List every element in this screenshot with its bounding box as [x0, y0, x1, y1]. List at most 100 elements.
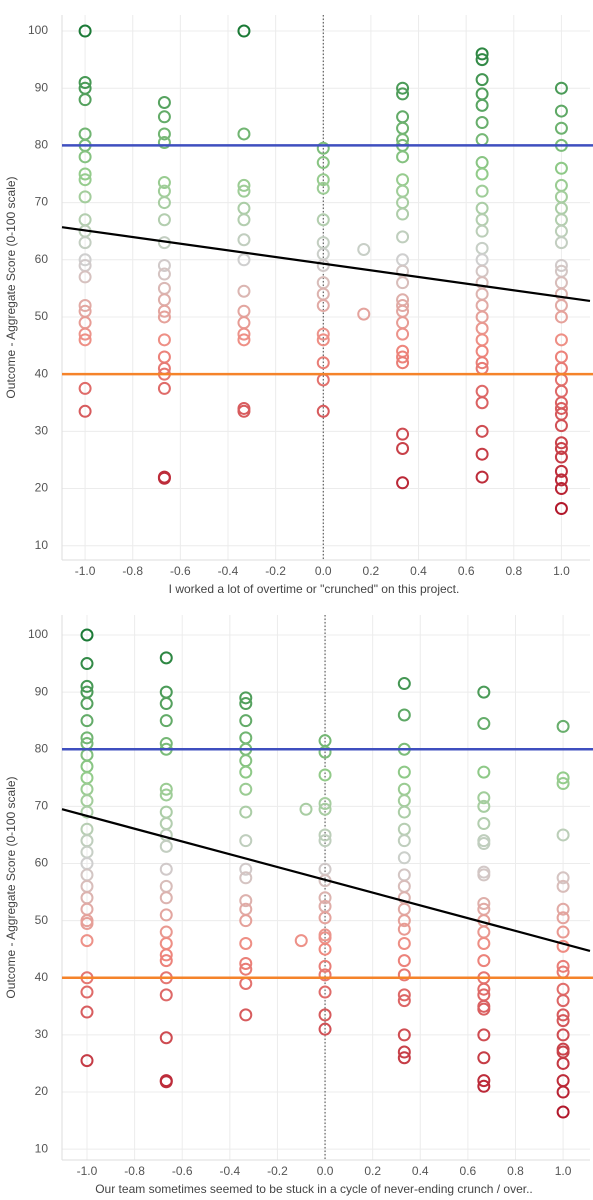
point — [475, 424, 489, 438]
point — [78, 327, 92, 341]
x-tick-label: -0.6 — [172, 1164, 193, 1178]
point — [475, 384, 489, 398]
point — [318, 968, 332, 982]
point — [318, 745, 332, 759]
point — [78, 150, 92, 164]
point — [477, 896, 491, 910]
point — [397, 822, 411, 836]
point — [396, 207, 410, 221]
point — [316, 404, 330, 418]
point — [396, 356, 410, 370]
point — [80, 1005, 94, 1019]
point — [239, 714, 253, 728]
x-tick-label: 0.6 — [460, 1164, 477, 1178]
y-tick-label: 90 — [35, 684, 49, 698]
y-tick-label: 50 — [35, 913, 49, 927]
point — [477, 837, 491, 851]
point — [318, 768, 332, 782]
point — [239, 956, 253, 970]
point — [237, 253, 251, 267]
point — [396, 427, 410, 441]
point — [397, 765, 411, 779]
x-tick-label: 0.8 — [505, 564, 522, 578]
x-tick-label: 0.4 — [410, 564, 427, 578]
point — [475, 87, 489, 101]
point — [475, 299, 489, 313]
point — [78, 253, 92, 267]
point — [78, 173, 92, 187]
point — [237, 327, 251, 341]
point — [237, 178, 251, 192]
point — [239, 894, 253, 908]
point — [397, 994, 411, 1008]
y-tick-label: 80 — [35, 741, 49, 755]
point — [556, 1008, 570, 1022]
point — [318, 828, 332, 842]
point — [556, 1028, 570, 1042]
point — [157, 381, 171, 395]
y-tick-label: 20 — [35, 481, 49, 495]
x-tick-label: -1.0 — [75, 564, 96, 578]
point — [316, 299, 330, 313]
point — [159, 908, 173, 922]
point — [237, 233, 251, 247]
point — [159, 788, 173, 802]
point — [237, 184, 251, 198]
point — [157, 176, 171, 190]
point — [556, 959, 570, 973]
point — [239, 914, 253, 928]
point — [554, 473, 568, 487]
point — [475, 264, 489, 278]
point — [397, 708, 411, 722]
y-tick-label: 70 — [35, 799, 49, 813]
point — [477, 1028, 491, 1042]
point — [159, 714, 173, 728]
point — [237, 127, 251, 141]
y-tick-label: 20 — [35, 1084, 49, 1098]
point — [556, 777, 570, 791]
point — [397, 954, 411, 968]
point — [556, 1014, 570, 1028]
point — [157, 196, 171, 210]
point — [396, 441, 410, 455]
point — [318, 1008, 332, 1022]
point — [556, 925, 570, 939]
point — [80, 934, 94, 948]
point — [239, 805, 253, 819]
point — [475, 47, 489, 61]
x-tick-label: 0.2 — [363, 564, 380, 578]
point — [239, 691, 253, 705]
point — [237, 304, 251, 318]
point — [396, 299, 410, 313]
y-tick-label: 10 — [35, 1141, 49, 1155]
x-tick-label: -0.2 — [265, 564, 286, 578]
point — [396, 350, 410, 364]
point — [477, 1079, 491, 1093]
point — [554, 258, 568, 272]
point — [157, 333, 171, 347]
point — [316, 173, 330, 187]
point — [80, 916, 94, 930]
point — [157, 310, 171, 324]
point — [397, 794, 411, 808]
point — [554, 482, 568, 496]
point — [239, 754, 253, 768]
point — [477, 982, 491, 996]
trend-line — [61, 226, 591, 303]
point — [159, 817, 173, 831]
point — [237, 201, 251, 215]
x-tick-label: -0.2 — [267, 1164, 288, 1178]
point — [318, 959, 332, 973]
point — [397, 1045, 411, 1059]
point — [318, 797, 332, 811]
point — [556, 1105, 570, 1119]
point — [78, 93, 92, 107]
point — [237, 316, 251, 330]
point — [475, 447, 489, 461]
point — [159, 988, 173, 1002]
point — [397, 914, 411, 928]
point — [475, 344, 489, 358]
point — [239, 782, 253, 796]
point — [397, 988, 411, 1002]
